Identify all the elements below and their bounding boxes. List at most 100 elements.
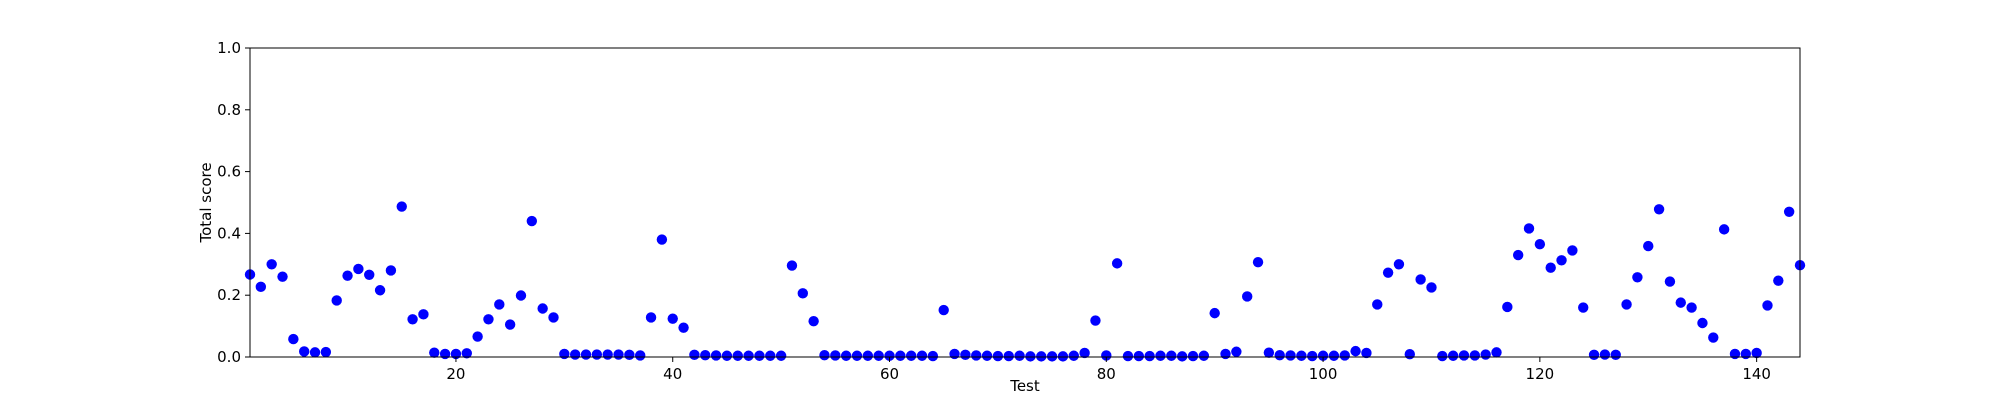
data-point	[1415, 274, 1426, 285]
data-point	[548, 312, 559, 323]
data-point	[1285, 350, 1296, 361]
data-point	[1534, 239, 1546, 250]
data-point	[830, 350, 841, 361]
data-point	[526, 215, 538, 227]
data-point	[851, 350, 863, 361]
y-tick-label: 0.6	[217, 163, 241, 181]
data-point	[1057, 351, 1069, 362]
data-point	[862, 350, 874, 361]
data-point	[266, 259, 277, 270]
data-point	[559, 348, 570, 360]
data-point	[1133, 350, 1145, 362]
data-point	[342, 270, 353, 281]
data-point	[732, 350, 743, 361]
data-point	[981, 350, 993, 361]
data-point	[1740, 348, 1752, 360]
data-point	[1307, 350, 1318, 362]
data-point	[1675, 297, 1686, 308]
data-point	[1523, 223, 1535, 234]
data-point	[1621, 299, 1632, 310]
data-point	[1480, 349, 1491, 360]
data-point	[1090, 315, 1101, 326]
data-point	[353, 263, 364, 275]
data-point	[591, 349, 603, 360]
data-point	[743, 350, 754, 361]
data-point	[1025, 351, 1036, 362]
data-point	[1426, 282, 1437, 293]
y-axis-ticks: 0.0 0.2 0.4 0.6 0.8 1.0	[217, 39, 250, 366]
data-point	[992, 350, 1004, 362]
data-point	[288, 333, 299, 345]
data-point	[1068, 350, 1079, 361]
data-point	[1545, 262, 1556, 273]
data-point	[1718, 224, 1730, 235]
data-point	[1404, 349, 1415, 360]
data-point	[1144, 350, 1155, 362]
data-point	[710, 350, 722, 361]
x-tick-label: 40	[663, 365, 682, 383]
data-point	[1783, 206, 1795, 217]
data-point	[1231, 346, 1242, 357]
x-tick-label: 100	[1309, 365, 1338, 383]
data-point	[905, 350, 917, 361]
data-point	[407, 314, 418, 325]
data-point	[1578, 302, 1589, 313]
data-point	[1176, 351, 1188, 362]
data-point	[1361, 347, 1372, 359]
x-tick-label: 20	[446, 365, 465, 383]
data-point	[1296, 350, 1307, 361]
y-tick-label: 0.4	[217, 224, 241, 242]
data-point	[494, 299, 505, 310]
x-tick-label: 60	[880, 365, 899, 383]
data-point	[515, 290, 527, 301]
data-point	[1187, 350, 1199, 362]
data-point	[916, 350, 928, 361]
y-tick-label: 0.0	[217, 348, 241, 366]
data-point	[1729, 348, 1741, 360]
y-axis-label: Total score	[197, 162, 215, 243]
data-point	[1588, 349, 1600, 361]
data-point	[1198, 350, 1210, 361]
data-point	[1469, 350, 1481, 361]
data-point	[1393, 259, 1405, 270]
data-point	[364, 269, 375, 281]
data-point	[1317, 350, 1329, 361]
data-point	[385, 265, 397, 276]
data-point	[754, 350, 765, 361]
data-point	[775, 350, 787, 361]
data-point	[1653, 204, 1665, 215]
data-point	[797, 288, 808, 299]
data-point	[299, 346, 310, 357]
data-point	[1491, 347, 1502, 358]
data-point	[1220, 348, 1231, 360]
data-point	[1101, 350, 1112, 361]
data-point	[765, 350, 776, 361]
data-point	[1610, 349, 1621, 361]
data-point	[895, 350, 906, 361]
data-point	[1003, 350, 1014, 362]
data-point	[1708, 332, 1719, 343]
data-point	[624, 349, 635, 361]
data-point	[1697, 317, 1708, 329]
data-point	[472, 331, 483, 342]
data-point	[504, 319, 516, 330]
data-point	[678, 322, 689, 333]
data-point	[635, 350, 646, 361]
data-point	[580, 349, 592, 360]
data-point	[1632, 272, 1643, 283]
data-point	[1762, 300, 1773, 311]
data-point	[840, 350, 852, 361]
data-point	[786, 260, 798, 271]
data-point	[938, 304, 949, 316]
data-point	[613, 349, 624, 360]
data-point	[1664, 276, 1676, 287]
data-point	[1166, 350, 1177, 361]
data-point	[1209, 307, 1220, 319]
data-point	[1773, 275, 1784, 286]
data-point	[1339, 350, 1350, 361]
data-point	[396, 201, 407, 212]
data-point	[700, 349, 711, 361]
data-point	[884, 350, 895, 361]
data-point	[971, 350, 982, 361]
data-point	[1372, 299, 1383, 310]
